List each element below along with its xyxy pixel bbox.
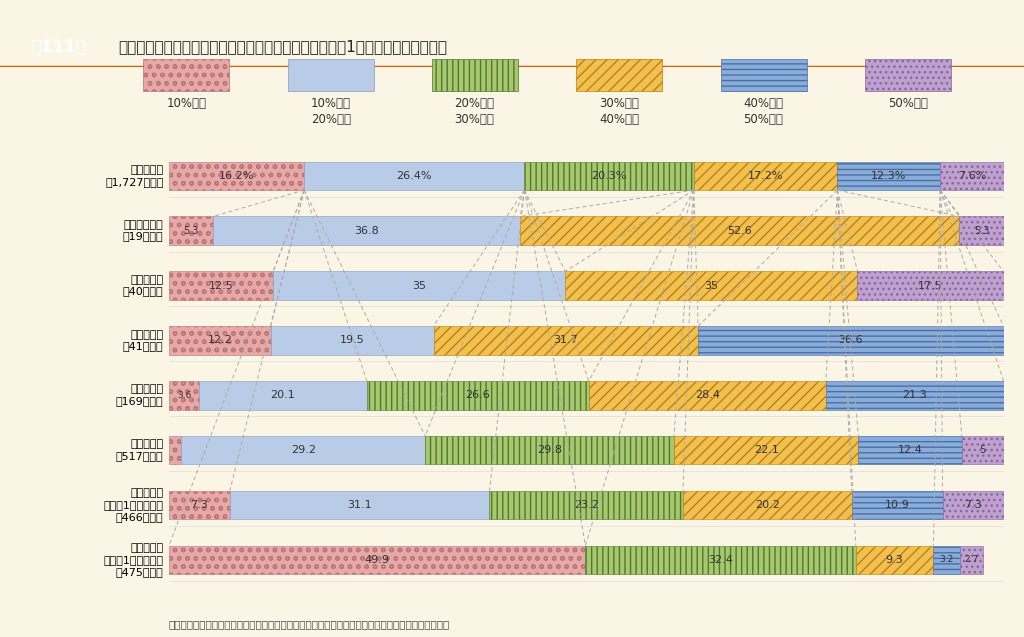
Bar (304, 162, 524, 190)
Text: 31.7: 31.7 (553, 336, 579, 345)
Bar (852, 490, 943, 519)
Text: 7.6%: 7.6% (957, 171, 986, 181)
Text: 12.3%: 12.3% (871, 171, 906, 181)
Text: 7.3: 7.3 (190, 500, 208, 510)
Bar (565, 271, 857, 300)
Text: 49.9: 49.9 (365, 555, 390, 565)
Text: 5.3: 5.3 (974, 225, 989, 236)
Text: 29.2: 29.2 (291, 445, 315, 455)
Text: 28.4: 28.4 (694, 390, 720, 400)
Text: 40%以上
50%未満: 40%以上 50%未満 (743, 97, 783, 126)
Bar (270, 326, 433, 355)
Bar (169, 271, 273, 300)
Bar (721, 59, 807, 91)
Text: 30%以上
40%未満: 30%以上 40%未満 (599, 97, 639, 126)
Text: 35: 35 (413, 280, 426, 290)
Bar (674, 436, 858, 464)
Bar (577, 59, 663, 91)
Bar (586, 546, 856, 574)
Bar (858, 436, 962, 464)
Bar (825, 381, 1004, 410)
Bar (169, 217, 213, 245)
Bar (229, 490, 489, 519)
Text: 32.4: 32.4 (709, 555, 733, 565)
Text: 36.6: 36.6 (839, 336, 863, 345)
Bar (943, 490, 1004, 519)
Text: 3.2: 3.2 (940, 555, 954, 564)
Text: 52.6: 52.6 (727, 225, 753, 236)
Text: 2.7: 2.7 (965, 555, 979, 564)
Bar (169, 381, 199, 410)
Bar (169, 162, 304, 190)
Bar (489, 490, 683, 519)
Bar (698, 326, 1004, 355)
Text: 26.4%: 26.4% (396, 171, 432, 181)
Text: 5.3: 5.3 (183, 225, 199, 236)
Bar (431, 59, 517, 91)
Text: 26.6: 26.6 (465, 390, 490, 400)
Text: 3.6: 3.6 (177, 391, 191, 400)
Bar (524, 162, 694, 190)
Text: 31.1: 31.1 (347, 500, 372, 510)
Text: 16.2%: 16.2% (219, 171, 254, 181)
Text: 19.5: 19.5 (340, 336, 365, 345)
Text: 50%以上: 50%以上 (888, 97, 928, 110)
Bar (961, 546, 983, 574)
Bar (169, 546, 586, 574)
Bar (143, 59, 229, 91)
Bar (589, 381, 825, 410)
Text: （注）「市町村合計」は、政令指定都市、中核市、特例市、中都市、小都市及び町村の合計である。: （注）「市町村合計」は、政令指定都市、中核市、特例市、中都市、小都市及び町村の合… (169, 619, 451, 629)
Text: 9.3: 9.3 (886, 555, 903, 565)
Bar (367, 381, 589, 410)
Bar (838, 162, 940, 190)
Text: 12.4: 12.4 (898, 445, 923, 455)
Text: 22.1: 22.1 (754, 445, 778, 455)
Bar (425, 436, 674, 464)
Text: 10.9: 10.9 (885, 500, 909, 510)
Bar (213, 217, 520, 245)
Text: 17.5: 17.5 (919, 280, 943, 290)
Text: 7.3: 7.3 (965, 500, 982, 510)
Text: 10%以上
20%未満: 10%以上 20%未満 (311, 97, 351, 126)
Bar (962, 436, 1004, 464)
Bar (934, 546, 961, 574)
Bar (288, 59, 374, 91)
Bar (520, 217, 959, 245)
Text: 第111図: 第111図 (32, 38, 86, 56)
Bar (865, 59, 951, 91)
Bar (694, 162, 838, 190)
Text: 5: 5 (980, 445, 986, 455)
Text: 36.8: 36.8 (354, 225, 379, 236)
Text: 20.3%: 20.3% (592, 171, 627, 181)
Text: 20%以上
30%未満: 20%以上 30%未満 (455, 97, 495, 126)
Bar (959, 217, 1004, 245)
Bar (433, 326, 698, 355)
Text: 17.2%: 17.2% (748, 171, 783, 181)
Text: 29.8: 29.8 (537, 445, 562, 455)
Bar (169, 326, 270, 355)
Bar (856, 546, 934, 574)
Bar (683, 490, 852, 519)
Bar (273, 271, 565, 300)
Bar (181, 436, 425, 464)
Text: 団体規模別地方税の歳入総額に占める割合の状況（人口1人当たり額の構成比）: 団体規模別地方税の歳入総額に占める割合の状況（人口1人当たり額の構成比） (118, 39, 446, 54)
Text: 23.2: 23.2 (573, 500, 599, 510)
Text: 35: 35 (705, 280, 719, 290)
Bar (169, 436, 181, 464)
Bar (857, 271, 1004, 300)
Text: 12.2: 12.2 (208, 336, 232, 345)
Bar (169, 490, 229, 519)
Text: 21.3: 21.3 (902, 390, 927, 400)
Text: 20.1: 20.1 (270, 390, 295, 400)
Text: 12.5: 12.5 (209, 280, 233, 290)
Text: 10%未満: 10%未満 (166, 97, 207, 110)
Text: 20.2: 20.2 (755, 500, 780, 510)
Bar (940, 162, 1004, 190)
Bar (199, 381, 367, 410)
